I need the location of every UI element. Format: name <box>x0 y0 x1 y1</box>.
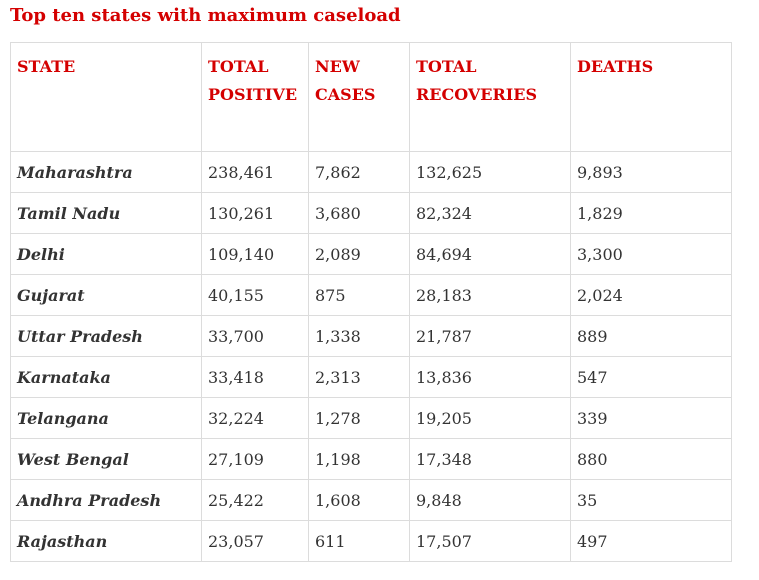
new-cases-cell: 1,608 <box>308 479 410 521</box>
new-cases-cell: 2,313 <box>308 356 410 398</box>
total-positive-cell: 25,422 <box>201 479 309 521</box>
state-cell: Delhi <box>10 233 202 275</box>
table-row: Gujarat 40,155 875 28,183 2,024 <box>10 274 732 316</box>
header-row: STATE TOTAL POSITIVE NEW CASES TOTAL REC… <box>10 42 732 152</box>
total-positive-cell: 109,140 <box>201 233 309 275</box>
table-row: Tamil Nadu 130,261 3,680 82,324 1,829 <box>10 192 732 234</box>
total-recoveries-cell: 17,507 <box>409 520 571 562</box>
column-header-total-positive: TOTAL POSITIVE <box>201 42 309 152</box>
total-recoveries-cell: 28,183 <box>409 274 571 316</box>
total-positive-cell: 130,261 <box>201 192 309 234</box>
total-recoveries-cell: 17,348 <box>409 438 571 480</box>
state-cell: Andhra Pradesh <box>10 479 202 521</box>
deaths-cell: 547 <box>570 356 732 398</box>
table-row: Maharashtra 238,461 7,862 132,625 9,893 <box>10 151 732 193</box>
table-row: Karnataka 33,418 2,313 13,836 547 <box>10 356 732 398</box>
table-row: Delhi 109,140 2,089 84,694 3,300 <box>10 233 732 275</box>
column-header-new-cases: NEW CASES <box>308 42 410 152</box>
table-row: Telangana 32,224 1,278 19,205 339 <box>10 397 732 439</box>
column-header-state: STATE <box>10 42 202 152</box>
total-positive-cell: 32,224 <box>201 397 309 439</box>
total-recoveries-cell: 132,625 <box>409 151 571 193</box>
deaths-cell: 9,893 <box>570 151 732 193</box>
new-cases-cell: 611 <box>308 520 410 562</box>
table-row: West Bengal 27,109 1,198 17,348 880 <box>10 438 732 480</box>
new-cases-cell: 1,338 <box>308 315 410 357</box>
total-recoveries-cell: 84,694 <box>409 233 571 275</box>
total-positive-cell: 33,418 <box>201 356 309 398</box>
caseload-table: STATE TOTAL POSITIVE NEW CASES TOTAL REC… <box>10 42 732 562</box>
total-positive-cell: 23,057 <box>201 520 309 562</box>
state-cell: Rajasthan <box>10 520 202 562</box>
new-cases-cell: 1,278 <box>308 397 410 439</box>
deaths-cell: 880 <box>570 438 732 480</box>
deaths-cell: 889 <box>570 315 732 357</box>
deaths-cell: 2,024 <box>570 274 732 316</box>
table-row: Uttar Pradesh 33,700 1,338 21,787 889 <box>10 315 732 357</box>
total-recoveries-cell: 19,205 <box>409 397 571 439</box>
total-positive-cell: 238,461 <box>201 151 309 193</box>
total-recoveries-cell: 9,848 <box>409 479 571 521</box>
state-cell: Karnataka <box>10 356 202 398</box>
table-row: Rajasthan 23,057 611 17,507 497 <box>10 520 732 562</box>
total-recoveries-cell: 13,836 <box>409 356 571 398</box>
deaths-cell: 35 <box>570 479 732 521</box>
column-header-total-recoveries: TOTAL RECOVERIES <box>409 42 571 152</box>
deaths-cell: 497 <box>570 520 732 562</box>
state-cell: Gujarat <box>10 274 202 316</box>
total-recoveries-cell: 21,787 <box>409 315 571 357</box>
table-title: Top ten states with maximum caseload <box>10 5 401 26</box>
deaths-cell: 3,300 <box>570 233 732 275</box>
new-cases-cell: 2,089 <box>308 233 410 275</box>
new-cases-cell: 3,680 <box>308 192 410 234</box>
table-row: Andhra Pradesh 25,422 1,608 9,848 35 <box>10 479 732 521</box>
new-cases-cell: 7,862 <box>308 151 410 193</box>
state-cell: Tamil Nadu <box>10 192 202 234</box>
total-positive-cell: 27,109 <box>201 438 309 480</box>
column-header-deaths: DEATHS <box>570 42 732 152</box>
deaths-cell: 1,829 <box>570 192 732 234</box>
state-cell: Telangana <box>10 397 202 439</box>
state-cell: West Bengal <box>10 438 202 480</box>
deaths-cell: 339 <box>570 397 732 439</box>
total-positive-cell: 33,700 <box>201 315 309 357</box>
total-positive-cell: 40,155 <box>201 274 309 316</box>
new-cases-cell: 875 <box>308 274 410 316</box>
state-cell: Maharashtra <box>10 151 202 193</box>
new-cases-cell: 1,198 <box>308 438 410 480</box>
total-recoveries-cell: 82,324 <box>409 192 571 234</box>
state-cell: Uttar Pradesh <box>10 315 202 357</box>
